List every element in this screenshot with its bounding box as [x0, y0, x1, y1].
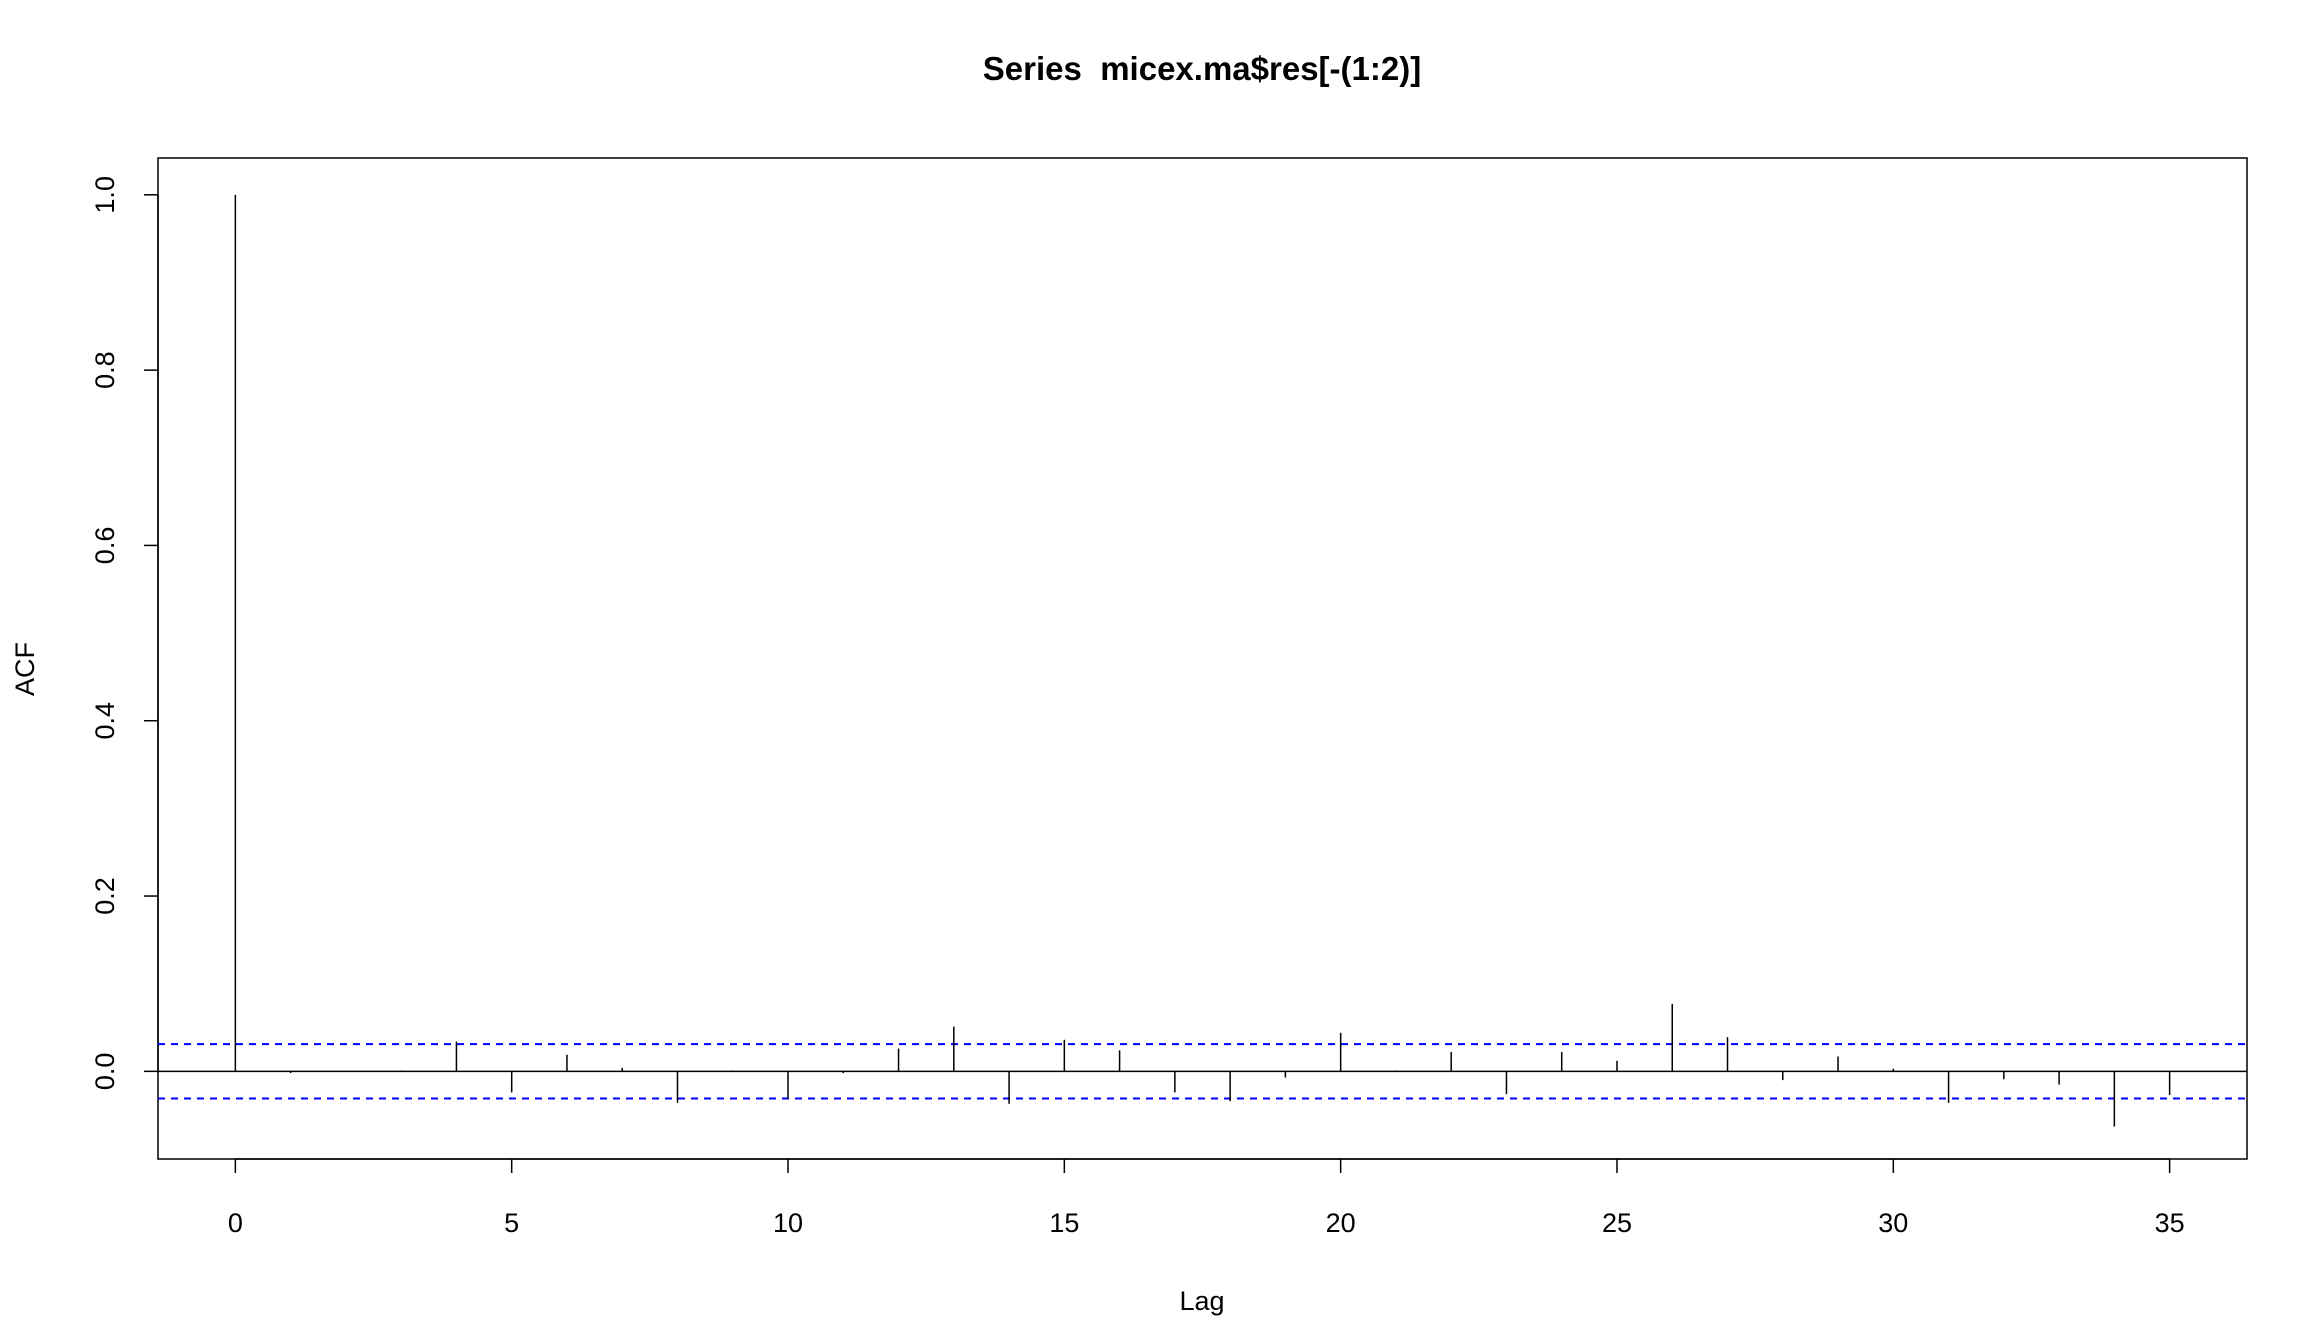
y-tick-label: 0.0 — [90, 1053, 120, 1091]
x-axis-label: Lag — [1179, 1286, 1224, 1316]
y-tick-label: 0.6 — [90, 527, 120, 565]
chart-title: Series micex.ma$res[-(1:2)] — [983, 50, 1421, 87]
x-tick-label: 15 — [1049, 1208, 1079, 1238]
x-tick-label: 25 — [1602, 1208, 1632, 1238]
y-tick-label: 0.2 — [90, 877, 120, 915]
y-tick-label: 0.8 — [90, 351, 120, 389]
plot-frame — [157, 157, 2248, 1160]
x-tick-label: 35 — [2155, 1208, 2185, 1238]
y-axis-label: ACF — [10, 642, 40, 696]
x-tick-label: 20 — [1326, 1208, 1356, 1238]
y-tick-label: 0.4 — [90, 702, 120, 740]
x-tick-label: 0 — [228, 1208, 243, 1238]
x-tick-label: 10 — [773, 1208, 803, 1238]
y-tick-label: 1.0 — [90, 176, 120, 214]
x-tick-label: 5 — [504, 1208, 519, 1238]
x-tick-label: 30 — [1878, 1208, 1908, 1238]
